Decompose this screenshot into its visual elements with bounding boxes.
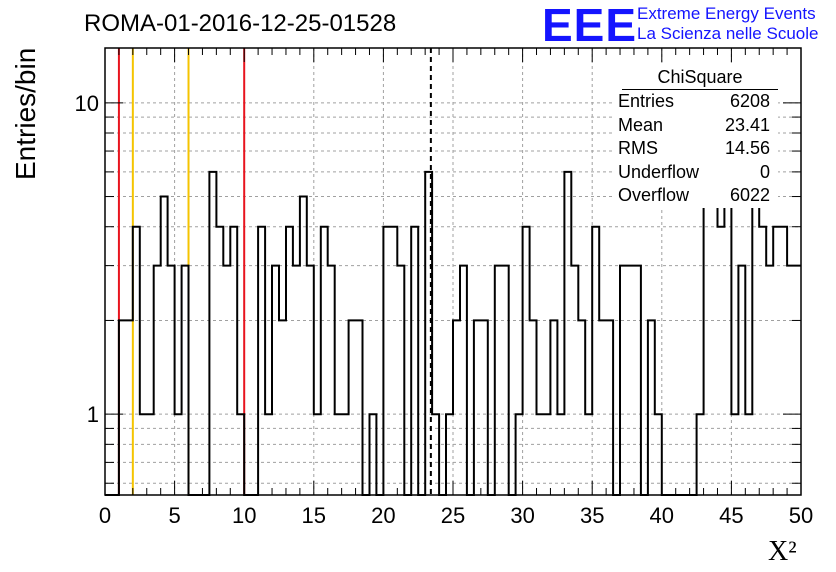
eee-logo: EEE [542,0,638,51]
stat-label: Mean [618,114,664,135]
stat-row-rms: RMS 14.56 [612,137,778,161]
axis-ticks [104,48,802,495]
x-tick-label: 30 [510,503,534,528]
x-tick-label: 5 [168,503,180,528]
chart-title: ROMA-01-2016-12-25-01528 [84,10,397,37]
stats-title: ChiSquare [622,66,778,90]
stats-box: ChiSquare Entries 6208 Mean 23.41 RMS 14.56… [612,66,778,208]
stat-value: 6022 [729,185,770,205]
x-tick-label: 0 [99,503,111,528]
stat-label: Underflow [618,161,700,182]
axis-tick-labels: 0 5 10 15 20 25 30 35 40 45 50 1 10 [75,91,814,528]
stat-value: 23.41 [724,114,770,135]
stat-value: 6208 [729,91,770,111]
stat-label: Overflow [618,185,690,205]
stat-value: 14.56 [724,138,770,158]
logo-tagline-2: La Scienza nelle Scuole [637,24,819,43]
logo-tagline-1: Extreme Energy Events [637,4,816,23]
y-tick-label: 1 [87,402,99,427]
x-tick-label: 10 [232,503,256,528]
y-tick-label: 10 [75,91,99,116]
stat-label: Entries [618,91,675,111]
y-axis-label: Entries/bin [10,47,41,180]
stat-row-entries: Entries 6208 [612,90,778,114]
stat-value: 0 [759,161,770,182]
x-tick-label: 25 [441,503,465,528]
x-tick-label: 35 [580,503,604,528]
x-tick-label: 15 [302,503,326,528]
stat-label: RMS [618,138,658,158]
x-tick-label: 20 [371,503,395,528]
stat-row-mean: Mean 23.41 [612,114,778,138]
x-tick-label: 45 [719,503,743,528]
stat-row-overflow: Overflow 6022 [612,184,778,208]
x-tick-label: 50 [789,503,813,528]
stat-row-underflow: Underflow 0 [612,161,778,185]
x-tick-label: 40 [650,503,674,528]
x-axis-label: X² [768,536,797,567]
